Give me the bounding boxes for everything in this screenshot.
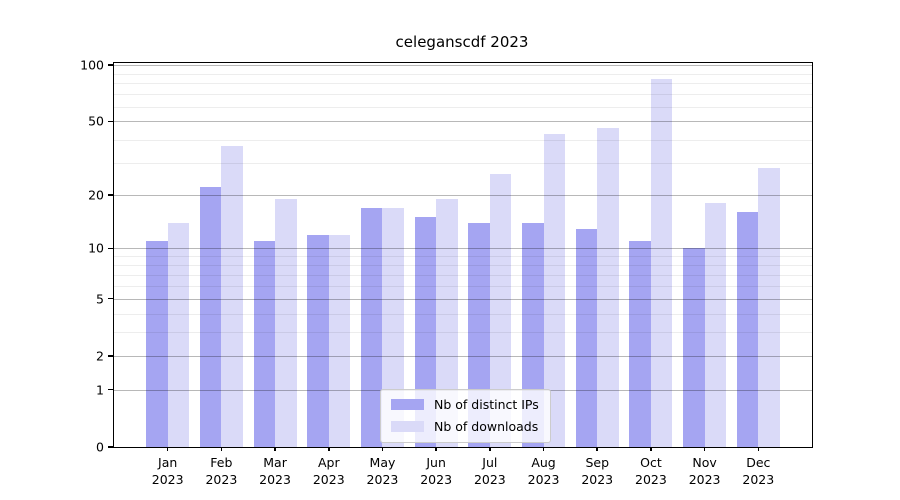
bar-apr-distinct-ips (307, 234, 329, 447)
y-tick-label: 2 (96, 348, 104, 364)
x-tick-label: May 2023 (366, 455, 399, 487)
y-tick (108, 247, 114, 250)
x-tick-label: Feb 2023 (205, 455, 238, 487)
plot-area: Jan 2023 Feb 2023 Mar 2023 Apr 2023 May 2023… (80, 57, 813, 487)
y-tick (108, 297, 114, 300)
x-tick (274, 447, 276, 451)
bar-may-distinct-ips (360, 207, 383, 447)
bar-aug-downloads (543, 133, 566, 447)
bar-oct-distinct-ips (629, 241, 651, 447)
bar-nov-downloads (704, 203, 727, 447)
bar-mar-distinct-ips (253, 241, 276, 447)
x-tick-label: Apr 2023 (312, 455, 345, 487)
bar-sep-distinct-ips (575, 228, 598, 447)
minor-gridline (114, 256, 812, 258)
minor-gridline (114, 139, 812, 141)
legend-row: Nb of distinct IPs (391, 397, 539, 412)
major-gridline (114, 194, 812, 196)
x-tick (328, 447, 330, 451)
y-tick-label: 5 (96, 291, 104, 307)
x-tick (757, 447, 760, 451)
minor-gridline (114, 332, 812, 334)
x-tick (220, 447, 223, 451)
y-tick (108, 194, 114, 196)
x-tick (596, 447, 598, 451)
major-gridline (114, 121, 812, 123)
y-tick-label: 20 (88, 187, 104, 203)
x-tick (703, 447, 706, 451)
x-tick (489, 447, 491, 451)
bar-feb-downloads (221, 145, 243, 447)
major-gridline (114, 64, 812, 66)
minor-gridline (114, 313, 812, 315)
minor-gridline (114, 285, 812, 287)
legend: Nb of distinct IPs Nb of downloads (380, 389, 551, 443)
bar-jan-downloads (167, 222, 190, 447)
y-tick (108, 64, 114, 66)
legend-swatch-downloads (391, 421, 424, 432)
x-tick-label: Jul 2023 (473, 455, 506, 487)
x-tick (650, 447, 652, 451)
y-tick (108, 388, 114, 391)
y-tick-label: 10 (88, 240, 104, 256)
bar-sep-downloads (597, 128, 619, 447)
bar-oct-downloads (650, 79, 673, 447)
y-tick (108, 120, 114, 123)
bar-jul-downloads (489, 174, 512, 447)
major-gridline (114, 248, 812, 250)
bar-mar-downloads (275, 198, 297, 447)
major-gridline (114, 356, 812, 358)
x-tick (542, 447, 545, 451)
legend-swatch-distinct-ips (391, 399, 424, 410)
legend-label-distinct-ips: Nb of distinct IPs (434, 397, 539, 412)
bar-jun-downloads (436, 198, 458, 447)
y-tick-label: 50 (88, 113, 104, 129)
x-tick (435, 447, 437, 451)
x-tick-label: Mar 2023 (259, 455, 291, 487)
minor-gridline (114, 106, 812, 108)
x-tick-label: Dec 2023 (742, 455, 775, 487)
bar-may-downloads (382, 207, 404, 447)
minor-gridline (114, 265, 812, 267)
y-tick (108, 446, 114, 448)
x-tick-label: Aug 2023 (527, 455, 560, 487)
minor-gridline (114, 162, 812, 164)
y-tick-label: 0 (96, 439, 104, 455)
bar-apr-downloads (328, 234, 351, 447)
x-tick (381, 447, 384, 451)
x-tick-label: Nov 2023 (688, 455, 721, 487)
x-tick-label: Oct 2023 (635, 455, 667, 487)
x-tick (166, 447, 169, 451)
bar-feb-distinct-ips (199, 187, 222, 447)
legend-label-downloads: Nb of downloads (434, 419, 539, 434)
minor-gridline (114, 73, 812, 75)
x-tick-label: Jan 2023 (151, 455, 184, 487)
y-tick-label: 100 (80, 57, 104, 73)
minor-gridline (114, 83, 812, 85)
y-tick (108, 355, 114, 357)
bar-dec-distinct-ips (736, 212, 759, 447)
y-tick-label: 1 (96, 382, 104, 398)
minor-gridline (114, 274, 812, 276)
x-tick-label: Jun 2023 (420, 455, 453, 487)
major-gridline (114, 298, 812, 300)
bar-jan-distinct-ips (146, 241, 168, 447)
chart-title: celeganscdf 2023 (395, 33, 529, 51)
x-tick-label: Sep 2023 (581, 455, 614, 487)
legend-row: Nb of downloads (391, 419, 539, 434)
bar-nov-distinct-ips (683, 248, 705, 447)
minor-gridline (114, 94, 812, 96)
bar-dec-downloads (758, 168, 780, 447)
